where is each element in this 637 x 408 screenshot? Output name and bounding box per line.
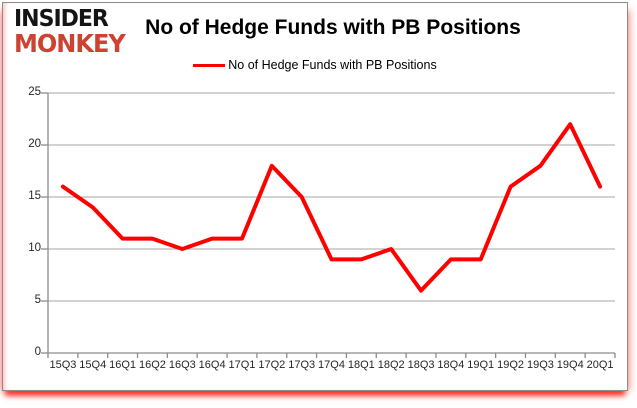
y-axis-label-15: 15 xyxy=(28,190,41,202)
x-axis-label-16Q2: 16Q2 xyxy=(138,359,166,371)
x-axis-label-15Q3: 15Q3 xyxy=(49,359,77,371)
x-axis-label-19Q2: 19Q2 xyxy=(497,359,525,371)
x-axis-label-18Q2: 18Q2 xyxy=(377,359,405,371)
y-axis-label-25: 25 xyxy=(28,86,41,98)
x-axis-label-17Q2: 17Q2 xyxy=(258,359,286,371)
x-axis-label-18Q1: 18Q1 xyxy=(347,359,375,371)
line-chart-plot-area xyxy=(41,92,616,358)
chart-title: No of Hedge Funds with PB Positions xyxy=(145,16,521,39)
x-axis-label-17Q1: 17Q1 xyxy=(228,359,256,371)
legend-line-swatch xyxy=(193,63,226,67)
x-axis-label-19Q4: 19Q4 xyxy=(556,359,584,371)
x-axis-labels: 15Q3 15Q4 16Q1 16Q2 16Q3 16Q4 17Q1 17Q2 17Q3 17Q4… xyxy=(48,359,615,371)
x-axis-label-20Q1: 20Q1 xyxy=(586,359,614,371)
x-axis-label-15Q4: 15Q4 xyxy=(79,359,107,371)
y-axis-label-5: 5 xyxy=(34,294,41,306)
logo-text-monkey: MONKEY xyxy=(14,28,126,59)
legend-series-label: No of Hedge Funds with PB Positions xyxy=(228,58,437,72)
series-line xyxy=(60,122,603,293)
y-axis-label-20: 20 xyxy=(28,138,41,150)
x-axis-label-19Q1: 19Q1 xyxy=(467,359,495,371)
insider-monkey-logo: INSIDER MONKEY xyxy=(14,5,126,59)
y-axis-label-0: 0 xyxy=(34,346,41,358)
x-axis-label-16Q4: 16Q4 xyxy=(198,359,226,371)
chart-legend: No of Hedge Funds with PB Positions xyxy=(3,58,627,72)
x-axis-label-19Q3: 19Q3 xyxy=(526,359,554,371)
logo-text-insider: INSIDER xyxy=(14,5,109,33)
x-axis-label-16Q1: 16Q1 xyxy=(109,359,137,371)
chart-card: INSIDER MONKEY No of Hedge Funds with PB… xyxy=(2,2,628,391)
x-axis-label-17Q4: 17Q4 xyxy=(318,359,345,371)
x-axis-label-17Q3: 17Q3 xyxy=(288,359,316,371)
x-axis-label-16Q3: 16Q3 xyxy=(168,359,196,371)
x-axis-label-18Q3: 18Q3 xyxy=(407,359,435,371)
y-axis-label-10: 10 xyxy=(28,242,41,254)
x-axis-label-18Q4: 18Q4 xyxy=(437,359,465,371)
